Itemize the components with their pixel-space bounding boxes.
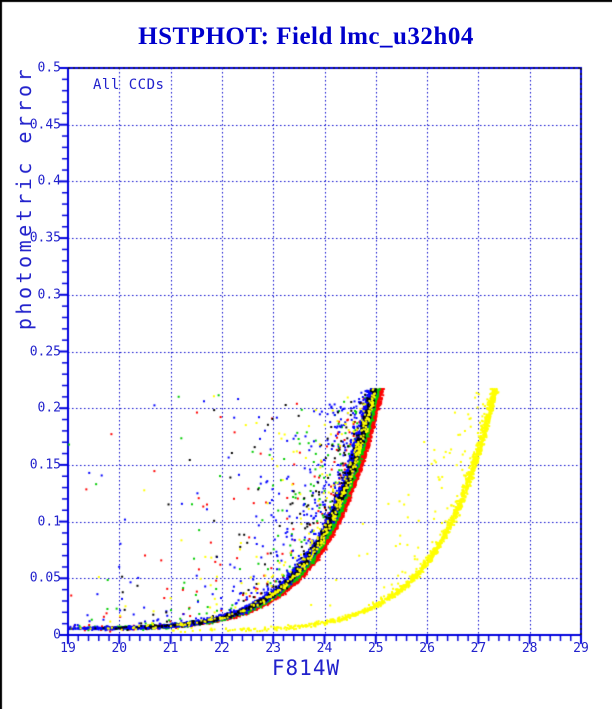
- x-tick-label: 25: [367, 641, 384, 656]
- y-tick-label: 0.25: [29, 344, 61, 359]
- y-tick-label: 0.5: [37, 60, 61, 76]
- y-tick-label: 0.05: [29, 570, 61, 586]
- y-tick-label: 0.2: [37, 400, 61, 416]
- ccd-annotation: All CCDs: [93, 77, 165, 93]
- x-tick-label: 21: [162, 641, 179, 656]
- y-tick-label: 0.35: [29, 230, 61, 246]
- y-tick-label: 0.4: [37, 173, 61, 189]
- x-tick-label: 29: [573, 641, 589, 656]
- x-tick-label: 27: [470, 641, 487, 656]
- y-tick-label: 0.1: [37, 514, 61, 530]
- y-tick-label: 0.3: [37, 287, 61, 303]
- x-tick-label: 19: [60, 641, 76, 656]
- x-tick-label: 26: [419, 641, 435, 656]
- x-axis-title: F814W: [271, 656, 341, 680]
- x-tick-label: 28: [521, 641, 538, 656]
- x-tick-label: 23: [265, 641, 282, 656]
- x-tick-label: 22: [214, 641, 230, 656]
- y-axis-title: photometric error: [12, 65, 36, 331]
- y-tick-label: 0.15: [29, 457, 61, 473]
- x-tick-label: 20: [111, 641, 128, 656]
- y-tick-label: 0.45: [29, 117, 61, 133]
- chart-title: HSTPHOT: Field lmc_u32h04: [138, 23, 474, 50]
- y-tick-label: 0: [53, 627, 61, 643]
- x-tick-label: 24: [316, 641, 333, 656]
